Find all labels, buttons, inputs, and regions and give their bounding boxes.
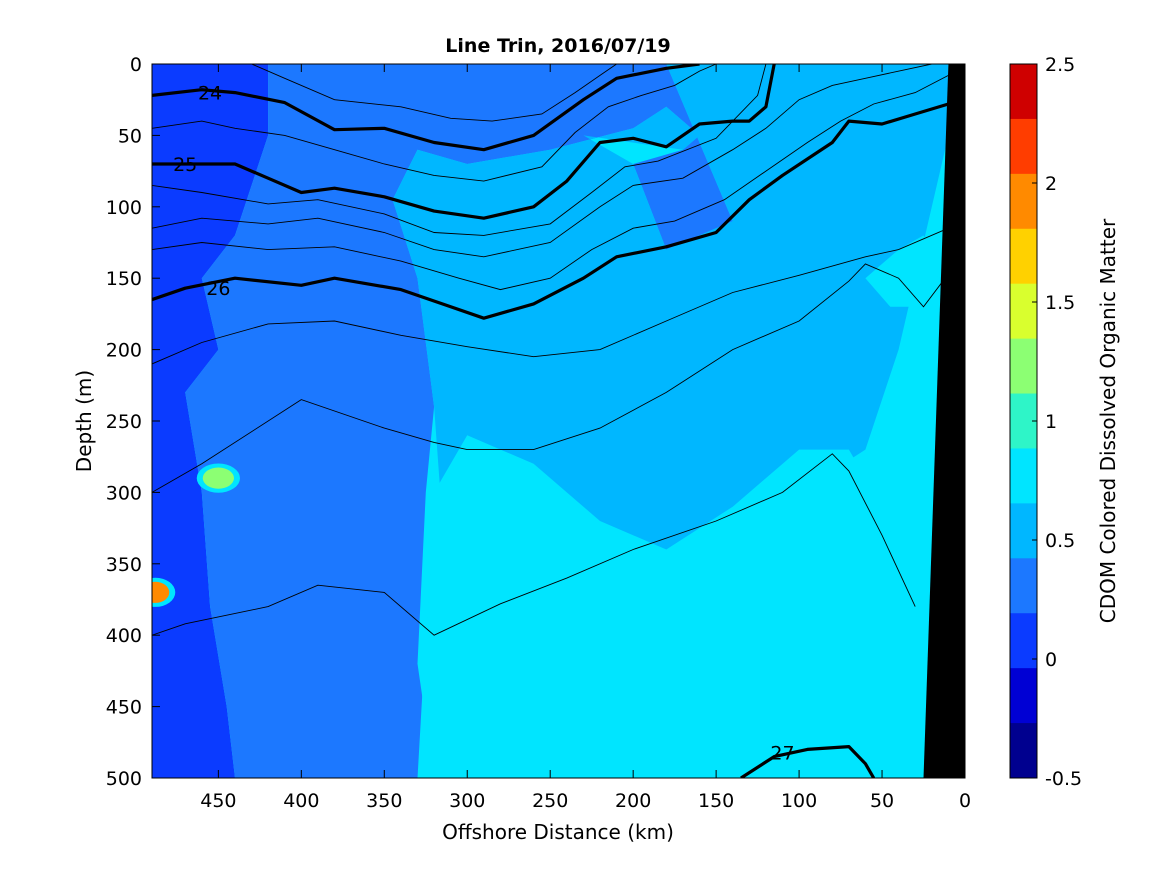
density-contours-bold	[152, 64, 949, 778]
x-axis: 450 400 350 300 250 200 150 100 50 0	[200, 64, 971, 812]
density-contour-thin-0	[152, 263, 946, 493]
density-contour-thin-6	[251, 64, 617, 122]
colorbar-segment	[1010, 558, 1037, 614]
cdom-hotspot-6	[202, 467, 234, 489]
chart-title: Line Trin, 2016/07/19	[445, 35, 670, 57]
y-axis-label: Depth (m)	[72, 370, 96, 472]
x-tick-label: 350	[366, 790, 402, 812]
density-contour-24	[152, 64, 700, 152]
x-tick-label: 450	[200, 790, 236, 812]
y-tick-label: 100	[106, 197, 142, 219]
y-tick-label: 450	[106, 697, 142, 719]
colorbar-segment	[1010, 503, 1037, 559]
colorbar-segment	[1010, 448, 1037, 504]
density-contours-thin	[152, 64, 949, 636]
x-tick-label: 250	[532, 790, 568, 812]
colorbar-segment	[1010, 668, 1037, 724]
seafloor-mask	[923, 64, 965, 778]
x-tick-label: 0	[959, 790, 971, 812]
colorbar-tick-label: 0.5	[1045, 530, 1075, 552]
x-tick-label: 400	[283, 790, 319, 812]
density-contour-thin-4	[152, 64, 767, 236]
colorbar-segment	[1010, 64, 1037, 120]
colorbar-segment	[1010, 228, 1037, 285]
x-axis-label: Offshore Distance (km)	[442, 820, 674, 844]
y-tick-label: 150	[106, 268, 142, 290]
colorbar-ticks: -0.5 0 0.5 1 1.5 2 2.5	[1032, 54, 1082, 790]
colorbar-tick-label: 1	[1045, 411, 1057, 433]
density-contour-thin-5	[152, 64, 717, 182]
contour-label-24: 24	[198, 83, 222, 105]
colorbar-segment	[1010, 173, 1037, 230]
x-tick-label: 50	[870, 790, 894, 812]
colorbar-segment	[1010, 723, 1037, 779]
contour-label-26: 26	[206, 278, 230, 300]
y-axis: 0 50 100 150 200 250 300 350 400 450 500	[106, 54, 965, 790]
y-tick-label: 200	[106, 340, 142, 362]
x-tick-label: 300	[449, 790, 485, 812]
cdom-fill-regions	[152, 64, 949, 778]
cdom-region-2	[185, 64, 733, 778]
colorbar-tick-label: 2	[1045, 173, 1057, 195]
contour-label-25: 25	[173, 154, 197, 176]
y-tick-label: 350	[106, 554, 142, 576]
density-contour-27	[740, 744, 876, 778]
colorbar-segment	[1010, 613, 1037, 669]
contour-labels: 26 25 24 27	[173, 83, 794, 765]
contour-label-27: 27	[770, 742, 794, 764]
y-tick-label: 50	[118, 125, 142, 147]
density-contour-thin-1	[152, 453, 916, 636]
cdom-region-0	[152, 64, 269, 778]
colorbar-label: CDOM Colored Dissolved Organic Matter	[1096, 218, 1120, 623]
colorbar-tick-label: 1.5	[1045, 292, 1075, 314]
colorbar-segment	[1010, 338, 1037, 395]
y-tick-label: 500	[106, 768, 142, 790]
density-contour-25	[152, 64, 776, 220]
bathymetry-mask	[923, 64, 965, 778]
x-tick-label: 200	[615, 790, 651, 812]
density-contour-thin-2	[152, 227, 949, 365]
x-tick-label: 150	[698, 790, 734, 812]
x-tick-label: 100	[781, 790, 817, 812]
y-tick-label: 250	[106, 411, 142, 433]
density-contour-thin-7	[152, 75, 949, 291]
colorbar-segment	[1010, 283, 1037, 340]
cdom-hotspot-7	[152, 581, 170, 603]
density-contour-26	[152, 102, 949, 320]
colorbar-tick-label: -0.5	[1045, 768, 1082, 790]
colorbar-tick-label: 2.5	[1045, 54, 1075, 76]
colorbar-tick-label: 0	[1045, 649, 1057, 671]
y-tick-label: 0	[130, 54, 142, 76]
cdom-region-4	[417, 435, 929, 778]
colorbar-segment	[1010, 118, 1037, 175]
cdom-region-5	[865, 235, 941, 307]
colorbar	[1009, 63, 1038, 779]
y-tick-label: 400	[106, 625, 142, 647]
y-tick-label: 300	[106, 482, 142, 504]
density-contour-thin-3	[152, 64, 932, 258]
